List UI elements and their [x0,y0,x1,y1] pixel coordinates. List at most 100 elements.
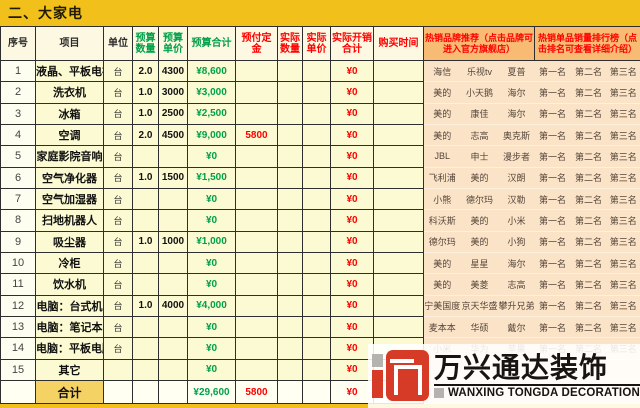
cell-unit[interactable]: 台 [103,315,133,339]
cell-budget-total[interactable]: ¥0 [187,273,236,296]
cell-actual-qty[interactable] [277,230,303,253]
cell-actual-price[interactable] [302,102,331,125]
cell-item-name[interactable]: 电脑：笔记本 [35,315,104,339]
cell-budget-qty[interactable]: 1.0 [132,166,159,189]
cell-item-name[interactable]: 吸尘器 [35,230,104,253]
cell-actual-qty[interactable] [277,273,303,296]
brand-link[interactable]: 汉朗 [498,166,535,189]
cell-actual-qty[interactable] [277,187,303,211]
cell-unit[interactable]: 台 [103,251,133,275]
cell-deposit[interactable] [235,145,278,168]
cell-actual-qty[interactable] [277,123,303,147]
cell-budget-qty[interactable]: 2.0 [132,123,159,147]
rank-link[interactable]: 第二名 [570,81,607,104]
cell-actual-price[interactable] [302,358,331,382]
brand-link[interactable]: 志高 [460,123,499,147]
cell-item-name[interactable]: 冷柜 [35,251,104,275]
rank-link[interactable]: 第一名 [534,251,571,275]
cell-actual-qty[interactable] [277,166,303,189]
rank-link[interactable]: 第一名 [534,273,571,296]
cell-actual-total[interactable]: ¥0 [330,81,374,104]
cell-actual-qty[interactable] [277,358,303,382]
cell-actual-qty[interactable] [277,102,303,125]
brand-link[interactable]: 小熊 [423,187,461,211]
cell-unit[interactable]: 台 [103,337,133,360]
brand-link[interactable]: 德尔玛 [423,230,461,253]
cell-deposit[interactable] [235,358,278,382]
rank-link[interactable]: 第三名 [606,315,640,339]
cell-unit[interactable]: 台 [103,209,133,232]
cell-budget-total[interactable]: ¥0 [187,145,236,168]
cell-budget-price[interactable] [158,251,188,275]
cell-item-name[interactable]: 电脑：台式机 [35,294,104,317]
cell-buy-time[interactable] [373,294,424,317]
cell-budget-qty[interactable] [132,145,159,168]
cell-actual-total[interactable]: ¥0 [330,251,374,275]
cell-actual-total[interactable]: ¥0 [330,294,374,317]
rank-link[interactable]: 第三名 [606,81,640,104]
cell-item-name[interactable]: 洗衣机 [35,81,104,104]
cell-actual-qty[interactable] [277,294,303,317]
brand-link[interactable]: 夏普 [498,59,535,83]
cell-actual-qty[interactable] [277,251,303,275]
rank-link[interactable]: 第三名 [606,166,640,189]
cell-buy-time[interactable] [373,230,424,253]
cell-deposit[interactable] [235,315,278,339]
brand-link[interactable]: 美的 [423,102,461,125]
cell-deposit[interactable] [235,273,278,296]
cell-actual-price[interactable] [302,59,331,83]
brand-link[interactable]: 奥克斯 [498,123,535,147]
cell-budget-qty[interactable] [132,358,159,382]
cell-budget-qty[interactable]: 1.0 [132,230,159,253]
cell-budget-qty[interactable] [132,273,159,296]
cell-actual-total[interactable]: ¥0 [330,187,374,211]
cell-unit[interactable]: 台 [103,273,133,296]
rank-link[interactable]: 第一名 [534,59,571,83]
cell-actual-total[interactable]: ¥0 [330,59,374,83]
cell-budget-price[interactable]: 2500 [158,102,188,125]
cell-actual-price[interactable] [302,273,331,296]
cell-budget-total[interactable]: ¥0 [187,358,236,382]
brand-link[interactable]: 美的 [423,123,461,147]
cell-actual-qty[interactable] [277,209,303,232]
brand-link[interactable]: 康佳 [460,102,499,125]
cell-unit[interactable] [103,380,133,404]
cell-budget-price[interactable] [158,337,188,360]
cell-buy-time[interactable] [373,166,424,189]
cell-budget-price[interactable] [158,209,188,232]
cell-budget-price[interactable] [158,187,188,211]
cell-budget-total[interactable]: ¥0 [187,209,236,232]
rank-link[interactable]: 第二名 [570,187,607,211]
rank-link[interactable]: 第二名 [570,166,607,189]
cell-unit[interactable]: 台 [103,81,133,104]
cell-deposit[interactable]: 5800 [235,123,278,147]
rank-link[interactable]: 第一名 [534,294,571,317]
brand-link[interactable]: 科沃斯 [423,209,461,232]
cell-item-name[interactable]: 空调 [35,123,104,147]
brand-link[interactable]: 星星 [460,251,499,275]
cell-budget-price[interactable] [158,380,188,404]
cell-actual-price[interactable] [302,209,331,232]
rank-link[interactable]: 第二名 [570,59,607,83]
cell-unit[interactable]: 台 [103,294,133,317]
rank-link[interactable]: 第一名 [534,81,571,104]
rank-link[interactable]: 第二名 [570,230,607,253]
brand-link[interactable]: 海尔 [498,102,535,125]
cell-item-name[interactable]: 液晶、平板电视 [35,59,104,83]
cell-budget-total[interactable]: ¥0 [187,337,236,360]
cell-buy-time[interactable] [373,315,424,339]
brand-link[interactable]: 戴尔 [498,315,535,339]
cell-actual-total[interactable]: ¥0 [330,230,374,253]
rank-link[interactable]: 第三名 [606,59,640,83]
rank-link[interactable]: 第二名 [570,145,607,168]
brand-link[interactable]: 美的 [460,166,499,189]
cell-item-name[interactable]: 扫地机器人 [35,209,104,232]
rank-link[interactable]: 第一名 [534,102,571,125]
cell-unit[interactable]: 台 [103,59,133,83]
cell-actual-price[interactable] [302,230,331,253]
cell-budget-total[interactable]: ¥4,000 [187,294,236,317]
cell-budget-price[interactable] [158,273,188,296]
cell-budget-qty[interactable] [132,380,159,404]
brand-link[interactable]: 小狗 [498,230,535,253]
cell-budget-qty[interactable]: 1.0 [132,294,159,317]
